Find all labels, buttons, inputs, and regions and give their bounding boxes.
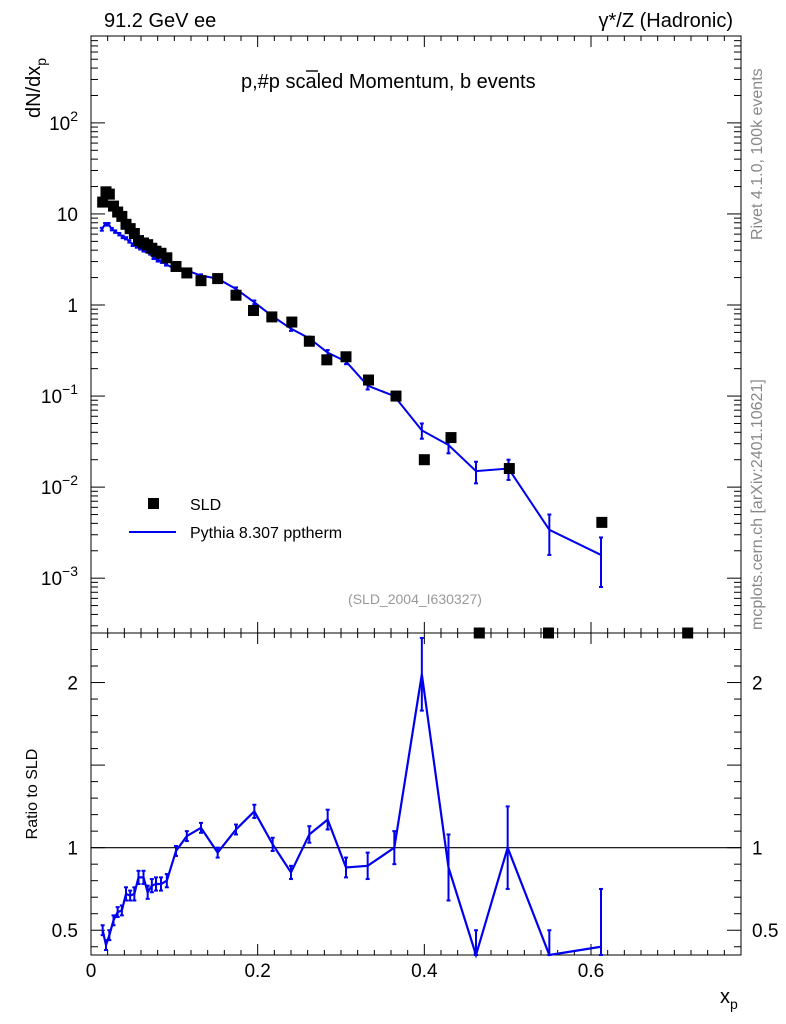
y-tick-label: 10−2 bbox=[41, 472, 78, 499]
sld-data-point bbox=[445, 432, 457, 444]
sld-data-point bbox=[103, 188, 115, 200]
y-tick-label: 10−1 bbox=[41, 381, 78, 408]
sld-data-point bbox=[248, 305, 259, 317]
sld-data-point bbox=[321, 354, 333, 366]
ratio-series bbox=[100, 636, 603, 959]
header-right-label: γ*/Z (Hadronic) bbox=[599, 10, 733, 32]
legend-sld-marker bbox=[148, 498, 159, 509]
x-tick-label: 0.2 bbox=[244, 961, 270, 982]
analysis-id-label: (SLD_2004_I630327) bbox=[348, 591, 482, 607]
sld-data-point bbox=[340, 351, 352, 363]
sld-data-point bbox=[161, 252, 173, 264]
pythia-line bbox=[101, 223, 602, 556]
sld-data-point bbox=[230, 289, 242, 301]
sld-data-point bbox=[266, 311, 278, 323]
ratio-tick-label-right: 2 bbox=[752, 674, 763, 695]
ratio-tick-label: 0.5 bbox=[52, 921, 78, 942]
y-tick-label: 1 bbox=[67, 296, 78, 317]
ratio-tick-label: 1 bbox=[67, 839, 78, 860]
sld-data-point bbox=[303, 335, 315, 347]
x-tick-label: 0.4 bbox=[411, 961, 438, 982]
sld-data-point bbox=[212, 273, 224, 285]
sld-data-point bbox=[418, 454, 430, 466]
sld-data-point bbox=[97, 196, 109, 208]
x-tick-label: 0 bbox=[86, 961, 97, 982]
y-tick-label: 10 bbox=[57, 205, 78, 226]
sld-data-point bbox=[503, 463, 515, 475]
sld-data-point bbox=[170, 260, 182, 272]
legend-sld-label: SLD bbox=[190, 497, 221, 514]
y-axis-label: dN/dxp bbox=[23, 58, 49, 118]
sld-data-point bbox=[155, 247, 167, 259]
sld-data-point bbox=[116, 210, 128, 222]
ratio-y-axis-label: Ratio to SLD bbox=[24, 749, 41, 840]
x-tick-label: 0.6 bbox=[578, 961, 604, 982]
header-left-label: 91.2 GeV ee bbox=[104, 10, 216, 32]
sld-data-point bbox=[682, 627, 694, 639]
sld-data-point bbox=[596, 516, 608, 528]
sld-data-point bbox=[363, 374, 374, 386]
chart-title: p,#p scaled Momentum, b events bbox=[241, 71, 536, 93]
main-plot-frame bbox=[90, 35, 742, 634]
rivet-version-label: Rivet 4.1.0, 100k events bbox=[749, 68, 766, 240]
sld-data-point bbox=[195, 275, 207, 287]
y-tick-label: 10−3 bbox=[41, 563, 78, 590]
sld-data-point bbox=[181, 267, 193, 279]
ratio-line bbox=[101, 674, 602, 959]
sld-data-point bbox=[473, 627, 485, 639]
ratio-plot-frame bbox=[90, 632, 742, 956]
sld-series bbox=[97, 186, 694, 639]
ratio-tick-label-right: 1 bbox=[752, 839, 763, 860]
sld-data-point bbox=[128, 227, 140, 239]
mcplots-credit-label: mcplots.cern.ch [arXiv:2401.10621] bbox=[749, 379, 766, 630]
legend-pythia-label: Pythia 8.307 pptherm bbox=[190, 525, 342, 542]
sld-data-point bbox=[286, 316, 298, 328]
ratio-tick-label-right: 0.5 bbox=[752, 921, 778, 942]
ratio-tick-label: 2 bbox=[67, 674, 78, 695]
sld-data-point bbox=[108, 200, 119, 212]
axis-ticks: 0 0.2 0.4 0.6 102 10 1 10−1 10−2 10−3 0.5 0.5 1 1 2 2 bbox=[41, 35, 778, 982]
x-axis-label: xp bbox=[720, 986, 738, 1012]
sld-data-point bbox=[543, 627, 554, 639]
y-tick-label: 102 bbox=[49, 108, 78, 135]
sld-data-point bbox=[390, 390, 402, 402]
